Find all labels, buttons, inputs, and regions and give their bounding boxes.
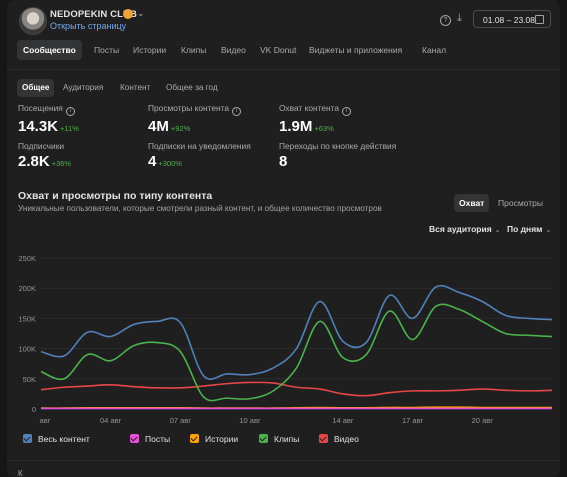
toggle-views[interactable]: Просмотры — [498, 198, 543, 208]
x-tick-label: авг — [40, 416, 51, 424]
date-range-button[interactable]: 01.08 – 23.08 — [473, 10, 551, 28]
date-range-label: 01.08 – 23.08 — [483, 15, 535, 25]
verified-badge-icon — [123, 9, 133, 19]
next-section-title: К — [18, 469, 23, 477]
tab-clips[interactable]: Клипы — [181, 45, 207, 55]
x-tick-label: 07 авг — [170, 416, 192, 424]
metric-content-views: Просмотры контента i 4M +92% — [148, 103, 242, 135]
tab-stories[interactable]: Истории — [133, 45, 167, 55]
metric-delta: +63% — [314, 124, 334, 133]
metric-value: 8 — [279, 153, 288, 170]
metric-label: Посещения — [18, 103, 63, 113]
subtab-general[interactable]: Общее — [17, 79, 55, 97]
series-line-video — [40, 381, 553, 397]
metric-label: Охват контента — [279, 103, 340, 113]
metric-subscribers: Подписчики 2.8K +36% — [18, 141, 71, 170]
subtab-year[interactable]: Общее за год — [166, 83, 218, 92]
x-tick-label: 04 авг — [100, 416, 122, 424]
subtab-audience[interactable]: Аудитория — [63, 83, 104, 92]
checkbox-icon — [23, 434, 32, 443]
checkbox-icon — [190, 434, 199, 443]
metric-delta: +36% — [51, 159, 72, 168]
y-tick-label: 150K — [18, 314, 36, 323]
calendar-icon — [535, 15, 544, 24]
period-filter[interactable]: По дням ⌄ — [507, 224, 551, 234]
help-icon[interactable]: ? — [440, 15, 451, 26]
metric-delta: +300% — [158, 159, 182, 168]
legend-posts[interactable]: Посты — [130, 434, 170, 444]
metric-visits: Посещения i 14.3K +11% — [18, 103, 79, 135]
metric-action-button-clicks: Переходы по кнопке действия 8 — [279, 141, 396, 170]
metric-label: Подписки на уведомления — [148, 141, 251, 151]
tab-community[interactable]: Сообщество — [17, 40, 82, 60]
checkbox-icon — [259, 434, 268, 443]
avatar[interactable] — [19, 7, 47, 35]
metric-delta: +92% — [170, 124, 191, 133]
metric-delta: +11% — [60, 124, 79, 133]
metric-value: 4 — [148, 153, 157, 170]
x-tick-label: 14 авг — [332, 416, 354, 424]
community-name[interactable]: NEDOPEKIN CLUB — [50, 9, 137, 20]
metric-label: Подписчики — [18, 141, 65, 151]
subtab-content[interactable]: Контент — [120, 83, 151, 92]
content-reach-chart[interactable]: 0 50K 100K 150K 200K 250K авг 04 авг 07 авг 10 ав… — [7, 248, 560, 424]
metric-value: 1.9M — [279, 118, 313, 135]
y-tick-label: 50K — [23, 375, 36, 384]
chevron-down-icon: ⌄ — [494, 227, 501, 234]
metric-notification-subs: Подписки на уведомления 4 +300% — [148, 141, 251, 170]
period-filter-label: По дням — [507, 224, 543, 234]
audience-filter-label: Вся аудитория — [429, 224, 492, 234]
series-line-all — [40, 284, 553, 380]
metric-value: 4M — [148, 118, 169, 135]
divider — [7, 460, 560, 461]
tab-vk-donut[interactable]: VK Donut — [260, 45, 297, 55]
series-line-clips — [40, 303, 553, 402]
legend-clips[interactable]: Клипы — [259, 434, 299, 444]
info-icon[interactable]: i — [65, 107, 75, 116]
open-page-link[interactable]: Открыть страницу — [50, 21, 127, 31]
chevron-down-icon[interactable]: ⌄ — [137, 8, 145, 18]
info-icon[interactable]: i — [232, 107, 242, 116]
y-tick-label: 250K — [18, 254, 36, 263]
x-tick-label: 10 авг — [239, 416, 261, 424]
x-tick-label: 20 авг — [472, 416, 494, 424]
info-icon[interactable]: i — [342, 107, 352, 116]
metric-label: Просмотры контента — [148, 103, 230, 113]
tab-widgets[interactable]: Виджеты и приложения — [309, 45, 403, 55]
y-tick-label: 200K — [18, 284, 36, 293]
metric-value: 14.3K — [18, 118, 59, 135]
chevron-down-icon: ⌄ — [545, 227, 552, 234]
legend-stories[interactable]: Истории — [190, 434, 238, 444]
metric-content-reach: Охват контента i 1.9M +63% — [279, 103, 352, 135]
tab-channel[interactable]: Канал — [422, 45, 447, 55]
stats-panel: NEDOPEKIN CLUB ⌄ Открыть страницу ? ⤓ 01… — [7, 0, 560, 477]
chart-title: Охват и просмотры по типу контента — [18, 190, 213, 202]
tab-posts[interactable]: Посты — [94, 45, 120, 55]
x-tick-label: 17 авг — [402, 416, 424, 424]
header: NEDOPEKIN CLUB ⌄ Открыть страницу ? ⤓ 01… — [7, 0, 560, 40]
checkbox-icon — [319, 434, 328, 443]
toggle-reach[interactable]: Охват — [454, 194, 490, 212]
metric-value: 2.8K — [18, 153, 50, 170]
tab-video[interactable]: Видео — [221, 45, 246, 55]
y-tick-label: 0 — [32, 405, 36, 414]
metric-label: Переходы по кнопке действия — [279, 141, 397, 151]
checkbox-icon — [130, 434, 139, 443]
download-icon[interactable]: ⤓ — [457, 12, 462, 24]
legend-all-content[interactable]: Весь контент — [23, 434, 90, 444]
chart-subtitle: Уникальные пользователи, которые смотрел… — [18, 204, 382, 213]
divider — [7, 69, 560, 70]
audience-filter[interactable]: Вся аудитория ⌄ — [429, 224, 501, 234]
legend-video[interactable]: Видео — [319, 434, 359, 444]
y-tick-label: 100K — [18, 345, 36, 354]
